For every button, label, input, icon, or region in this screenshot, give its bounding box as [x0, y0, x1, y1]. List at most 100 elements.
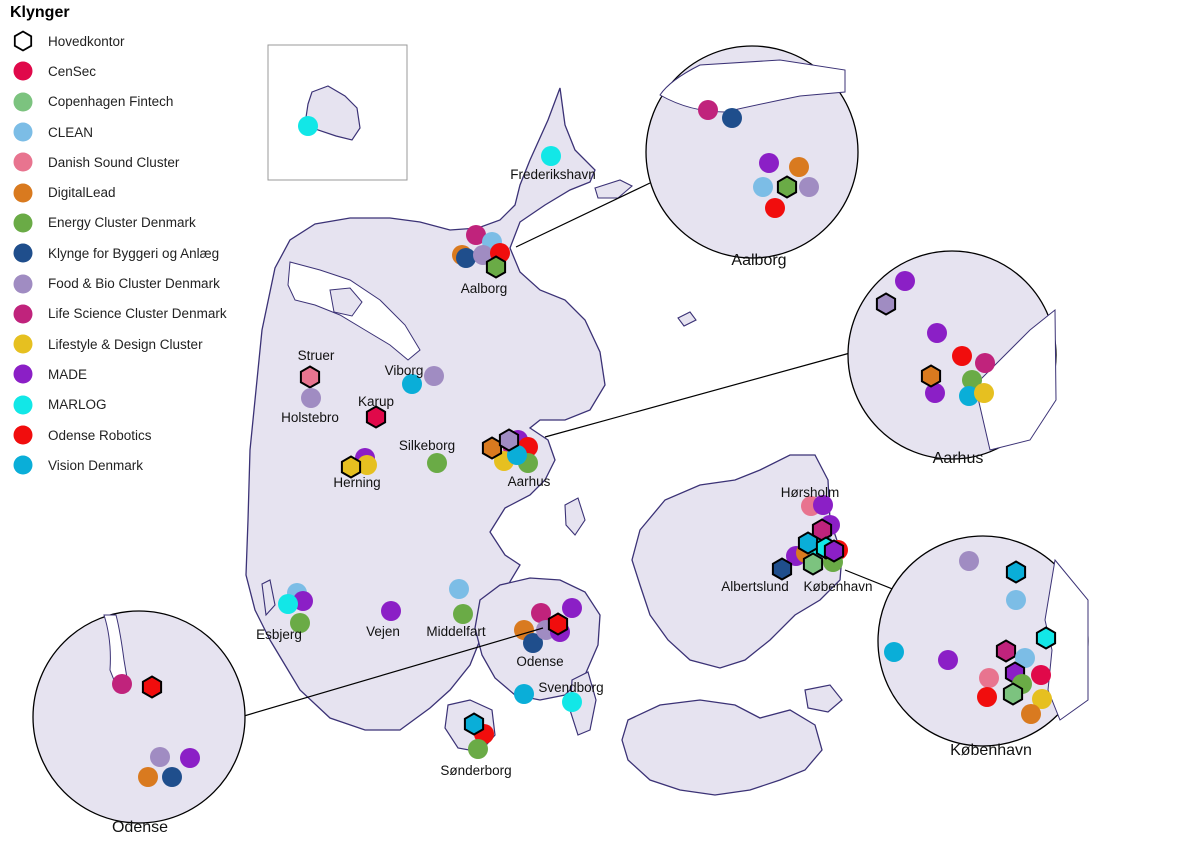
marker-made [759, 153, 779, 173]
marker-vision-denmark [884, 642, 904, 662]
legend-item-made: MADE [8, 359, 268, 389]
legend: Klynger Hovedkontor CenSec Copenhagen Fint… [8, 4, 268, 480]
hq-marker-vision-denmark [463, 712, 485, 736]
city-label-horsholm: Hørsholm [781, 485, 840, 500]
marker-vision-denmark [959, 386, 979, 406]
marker-clean [1015, 648, 1035, 668]
oresund-water [1044, 558, 1089, 721]
legend-label: MADE [48, 366, 88, 382]
legend-label: Food & Bio Cluster Denmark [48, 276, 220, 292]
hq-marker-food-bio-cluster-denmark [498, 428, 520, 452]
marker-clean [753, 177, 773, 197]
hq-marker-digitallead [920, 364, 942, 388]
hq-marker-energy-cluster-denmark [776, 175, 798, 199]
marker-clean [449, 579, 469, 599]
marker-digitallead [1021, 704, 1041, 724]
marker-made [293, 591, 313, 611]
legend-item-vision-denmark: Vision Denmark [8, 450, 268, 480]
marker-food-bio-cluster-denmark [799, 177, 819, 197]
leader-line-aarhus [544, 352, 851, 438]
city-label-holstebro: Holstebro [281, 410, 339, 425]
hq-marker-energy-cluster-denmark [485, 255, 507, 279]
leader-line-kobenhavn [844, 569, 901, 593]
zealand [631, 454, 843, 669]
lolland-falster [621, 699, 823, 796]
hq-marker-made [823, 539, 845, 563]
legend-label: DigitalLead [48, 185, 116, 201]
legend-item-life-science-cluster-denmark: Life Science Cluster Denmark [8, 299, 268, 329]
marker-klynge-for-byggeri-og-anlaeg [523, 633, 543, 653]
city-label-middelfart: Middelfart [426, 624, 486, 639]
legend-swatch [13, 122, 33, 142]
samso-island [564, 497, 586, 536]
legend-swatch [13, 183, 33, 203]
legend-swatch [13, 425, 33, 445]
legend-swatch [13, 455, 33, 475]
legend-swatch [13, 304, 33, 324]
marker-life-science-cluster-denmark [975, 353, 995, 373]
legend-item-klynge-for-byggeri-og-anlaeg: Klynge for Byggeri og Anlæg [8, 238, 268, 268]
marker-life-science-cluster-denmark [531, 603, 551, 623]
marker-vision-denmark [402, 374, 422, 394]
legend-items: Hovedkontor CenSec Copenhagen Fintech CLEAN… [8, 26, 268, 480]
hexagon-icon [13, 30, 33, 52]
legend-item-odense-robotics: Odense Robotics [8, 420, 268, 450]
marker-lifestyle-design-cluster [357, 455, 377, 475]
marker-odense-robotics [952, 346, 972, 366]
marker-made [180, 748, 200, 768]
city-label-svendborg: Svendborg [538, 680, 603, 695]
marker-marlog [298, 116, 318, 136]
marker-life-science-cluster-denmark [466, 225, 486, 245]
legend-swatch [13, 213, 33, 233]
legend-swatch [13, 152, 33, 172]
mon-island [804, 684, 843, 713]
legend-swatch [13, 61, 33, 81]
marker-digitallead [138, 767, 158, 787]
marker-censec [1031, 665, 1051, 685]
zoom-circle-odense [32, 610, 246, 824]
city-labels: Frederikshavn Aalborg Struer Viborg Holstebr… [256, 167, 872, 778]
marker-food-bio-cluster-denmark [473, 245, 493, 265]
marker-marlog [541, 146, 561, 166]
marker-food-bio-cluster-denmark [959, 551, 979, 571]
leader-line-odense [243, 627, 544, 717]
hq-marker-odense-robotics [141, 675, 163, 699]
marker-vision-denmark [514, 684, 534, 704]
marker-food-bio-cluster-denmark [301, 388, 321, 408]
marker-life-science-cluster-denmark [112, 674, 132, 694]
hq-marker-klynge-for-byggeri-og-anlaeg [771, 557, 793, 581]
legend-item-food-bio-cluster-denmark: Food & Bio Cluster Denmark [8, 268, 268, 298]
marker-danish-sound-cluster [979, 668, 999, 688]
hq-marker-vision-denmark [1005, 560, 1027, 584]
marker-made [925, 383, 945, 403]
hq-marker-digitallead [481, 436, 503, 460]
marker-made [381, 601, 401, 621]
zoom-label-odense: Odense [112, 819, 168, 836]
legend-label: Danish Sound Cluster [48, 154, 180, 170]
marker-marlog [562, 692, 582, 712]
zoom-circles: Aalborg Aarhus København Odense [32, 45, 1089, 836]
city-label-karup: Karup [358, 394, 394, 409]
zoom-label-aalborg: Aalborg [731, 252, 786, 269]
marker-food-bio-cluster-denmark [150, 747, 170, 767]
city-label-vejen: Vejen [366, 624, 400, 639]
marker-klynge-for-byggeri-og-anlaeg [722, 108, 742, 128]
hq-marker-life-science-cluster-denmark [811, 518, 833, 542]
legend-swatch [13, 395, 33, 415]
marker-made [895, 271, 915, 291]
legend-label: CenSec [48, 63, 97, 79]
zoom-label-kobenhavn: København [950, 742, 1032, 759]
marker-klynge-for-byggeri-og-anlaeg [162, 767, 182, 787]
city-label-frederikshavn: Frederikshavn [510, 167, 596, 182]
legend-item-lifestyle-design-cluster: Lifestyle & Design Cluster [8, 329, 268, 359]
marker-lifestyle-design-cluster [1032, 689, 1052, 709]
hq-marker-marlog [1035, 626, 1057, 650]
marker-life-science-cluster-denmark [698, 100, 718, 120]
marker-odense-robotics [765, 198, 785, 218]
marker-made [927, 323, 947, 343]
legend-label: Lifestyle & Design Cluster [48, 336, 203, 352]
zoom-label-aarhus: Aarhus [933, 450, 984, 467]
legend-label: CLEAN [48, 124, 94, 140]
hq-marker-censec [365, 405, 387, 429]
city-label-silkeborg: Silkeborg [399, 438, 455, 453]
